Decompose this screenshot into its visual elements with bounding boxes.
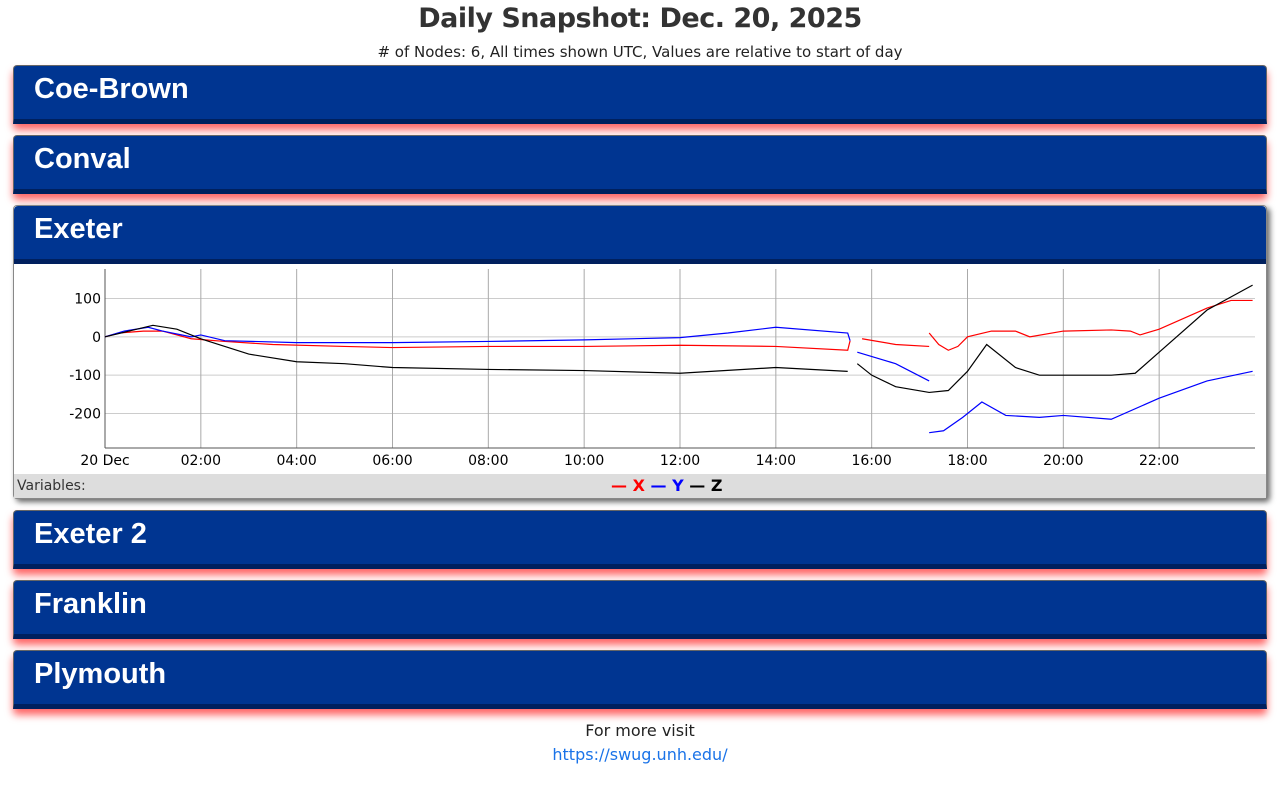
node-header-coe-brown[interactable]: Coe-Brown — [13, 65, 1267, 124]
x-tick-label: 12:00 — [660, 453, 700, 469]
x-tick-label: 22:00 — [1139, 453, 1179, 469]
variables-bar: Variables: — X — Y — Z — [14, 474, 1266, 498]
footer: For more visit https://swug.unh.edu/ — [0, 721, 1280, 764]
chart-area: 100 0 -100 -200 20 Dec 02:00 04:00 06:00 08:00 10… — [14, 264, 1266, 474]
y-tick-label: 0 — [92, 330, 101, 346]
node-panel-conval: Conval — [13, 135, 1267, 194]
y-tick-label: -200 — [69, 407, 101, 423]
node-header-plymouth[interactable]: Plymouth — [13, 650, 1267, 709]
node-header-exeter[interactable]: Exeter — [14, 206, 1266, 264]
legend-item-z[interactable]: — Z — [689, 476, 723, 495]
series-y-line — [104, 326, 851, 344]
x-tick-label: 06:00 — [372, 453, 412, 469]
x-tick-label: 02:00 — [181, 453, 221, 469]
node-header-conval[interactable]: Conval — [13, 135, 1267, 194]
node-panel-exeter-2: Exeter 2 — [13, 510, 1267, 569]
x-tick-label: 04:00 — [276, 453, 316, 469]
node-panel-plymouth: Plymouth — [13, 650, 1267, 709]
node-header-franklin[interactable]: Franklin — [13, 580, 1267, 639]
series-y-line — [857, 351, 930, 382]
y-tick-label: 100 — [74, 292, 101, 308]
series-x-line — [928, 299, 1253, 351]
series-y-line — [929, 370, 1253, 434]
node-panel-exeter: Exeter 100 0 -100 -200 20 Dec 02:00 04:00 06:00… — [13, 205, 1267, 499]
node-panel-coe-brown: Coe-Brown — [13, 65, 1267, 124]
legend-item-y[interactable]: — Y — [650, 476, 684, 495]
x-tick-label: 16:00 — [851, 453, 891, 469]
page-subtitle: # of Nodes: 6, All times shown UTC, Valu… — [377, 43, 903, 61]
x-tick-label: 20 Dec — [80, 453, 129, 469]
y-tick-label: -100 — [69, 368, 101, 384]
footer-link[interactable]: https://swug.unh.edu/ — [552, 745, 728, 764]
variables-label: Variables: — [17, 478, 86, 494]
x-tick-label: 10:00 — [564, 453, 604, 469]
node-header-exeter-2[interactable]: Exeter 2 — [13, 510, 1267, 569]
x-tick-label: 20:00 — [1043, 453, 1083, 469]
footer-text: For more visit — [585, 721, 695, 740]
series-z-line — [104, 324, 848, 374]
x-tick-label: 18:00 — [947, 453, 987, 469]
legend: — X — Y — Z — [611, 476, 722, 495]
node-panel-franklin: Franklin — [13, 580, 1267, 639]
series-z-line — [856, 284, 1253, 394]
series-x-line — [104, 330, 851, 351]
x-tick-label: 14:00 — [756, 453, 796, 469]
magnetometer-chart: 100 0 -100 -200 20 Dec 02:00 04:00 06:00 08:00 10… — [69, 269, 1255, 469]
page-title: Daily Snapshot: Dec. 20, 2025 — [418, 3, 862, 34]
x-tick-label: 08:00 — [468, 453, 508, 469]
legend-item-x[interactable]: — X — [611, 476, 645, 495]
series-x-line — [861, 338, 930, 348]
